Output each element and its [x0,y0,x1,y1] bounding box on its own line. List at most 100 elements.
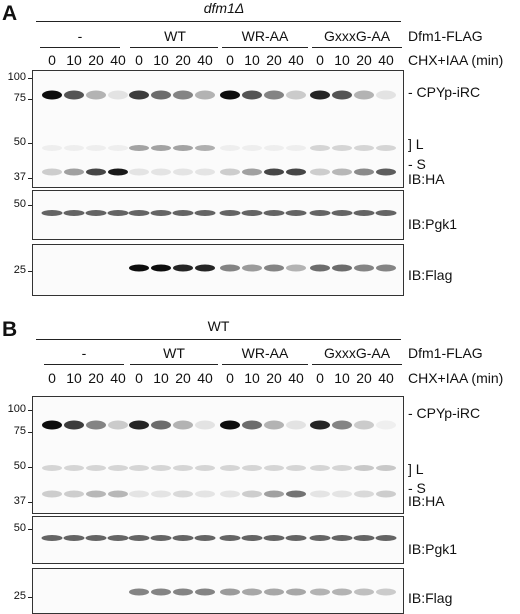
timepoint-label: 0 [226,370,234,386]
timepoint-label: 20 [266,52,282,68]
timepoint-label: 0 [48,370,56,386]
timepoint-label: 40 [378,52,394,68]
band-cpyp-irc [108,90,128,100]
band-flag [195,588,215,596]
band-l [242,145,262,151]
band-pgk1 [128,210,150,216]
band-cpyp-irc [242,420,262,430]
mw-tick [28,205,32,206]
band-l [42,145,62,151]
group-label-b-0: - [81,345,87,361]
band-pgk1 [375,210,397,216]
band-pgk1 [41,210,63,216]
band-cpyp-irc [86,90,106,100]
timepoint-label: 10 [334,370,350,386]
band-s [286,168,306,176]
band-l [286,465,306,471]
ib-label-flag-a: IB:Flag [408,267,453,283]
band-pgk1 [375,535,397,541]
band-pgk1 [150,210,172,216]
band-l [220,465,240,471]
band-flag [220,588,240,596]
band-pgk1 [107,535,129,541]
band-cpyp-irc [220,420,240,430]
band-pgk1 [285,535,307,541]
band-pgk1 [41,535,63,541]
band-cpyp-irc [376,420,396,430]
timepoint-label: 10 [244,370,260,386]
panel-letter-a: A [2,2,18,25]
band-cpyp-irc [173,420,193,430]
mw-tick [28,143,32,144]
band-cpyp-irc [42,420,62,430]
band-flag [332,588,352,596]
timepoint-label: 10 [334,52,350,68]
mw-tick [28,467,32,468]
band-s [220,490,240,498]
band-flag [242,264,262,272]
band-flag [354,588,374,596]
group-label-b-3: GxxxG-AA [323,345,391,361]
mw-marker-b-50: 50 [13,460,26,472]
band-s [151,490,171,498]
band-s [376,168,396,176]
band-l [151,465,171,471]
timepoint-label: 40 [288,52,304,68]
timepoint-label: 20 [356,52,372,68]
band-flag [129,264,149,272]
timepoint-label: 0 [48,52,56,68]
band-cpyp-irc [264,90,284,100]
mw-marker-a-75: 75 [13,92,26,104]
band-pgk1 [63,210,85,216]
timepoint-label: 40 [197,52,213,68]
band-pgk1 [63,535,85,541]
band-cpyp-irc [86,420,106,430]
band-flag [264,588,284,596]
timepoint-label: 40 [110,52,126,68]
group-label-a-2: WR-AA [241,28,289,44]
band-s [220,168,240,176]
band-l [173,145,193,151]
band-pgk1 [85,210,107,216]
band-s [151,168,171,176]
mw-tick [28,410,32,411]
mw-tick [28,529,32,530]
band-pgk1 [263,535,285,541]
mw-tick [28,271,32,272]
group-line-b-0 [44,364,124,365]
mw-marker-b-flag-25: 25 [13,590,26,602]
band-flag [173,588,193,596]
band-s [86,168,106,176]
band-label-s-a: - S [408,156,426,172]
timepoint-label: 20 [266,370,282,386]
mw-marker-a-37: 37 [13,171,26,183]
band-cpyp-irc [195,90,215,100]
band-pgk1 [263,210,285,216]
band-flag [286,264,306,272]
group-line-a-3 [312,47,402,48]
band-s [242,168,262,176]
band-pgk1 [285,210,307,216]
band-cpyp-irc [42,90,62,100]
group-line-a-2 [222,47,308,48]
group-label-a-3: GxxxG-AA [323,28,391,44]
band-cpyp-irc [310,90,330,100]
band-cpyp-irc [354,90,374,100]
band-flag [242,588,262,596]
group-line-b-2 [222,364,308,365]
band-flag [310,264,330,272]
band-flag [376,264,396,272]
band-flag [151,264,171,272]
band-s [264,490,284,498]
band-flag [376,588,396,596]
blot-flag-b [32,568,404,614]
band-l [264,145,284,151]
band-s [332,490,352,498]
band-pgk1 [219,535,241,541]
mw-tick [28,78,32,79]
band-s [64,490,84,498]
band-l [108,465,128,471]
band-l [173,465,193,471]
band-l [264,465,284,471]
